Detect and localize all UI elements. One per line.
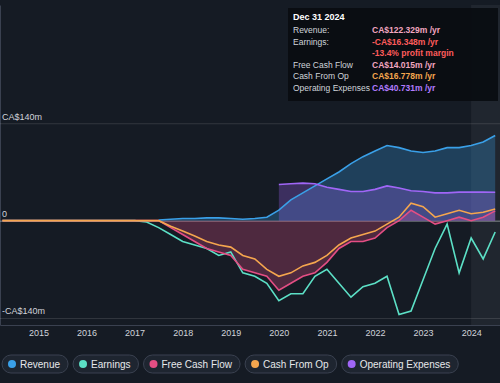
y-tick: CA$140m xyxy=(0,112,500,124)
x-tick-label: 2021 xyxy=(317,328,337,338)
x-tick-label: 2020 xyxy=(269,328,289,338)
series-area xyxy=(159,136,496,221)
tooltip-box xyxy=(288,8,498,101)
legend-item[interactable]: Free Cash Flow xyxy=(144,355,241,373)
grid-line xyxy=(0,318,500,319)
x-tick-label: 2016 xyxy=(77,328,97,338)
tooltip-label: Earnings: xyxy=(293,37,329,47)
series-line xyxy=(279,183,495,193)
x-tick: 2020 xyxy=(269,325,289,338)
legend-swatch xyxy=(8,360,16,368)
x-axis-line xyxy=(1,325,500,326)
series-area xyxy=(2,210,495,290)
legend-item[interactable]: Earnings xyxy=(73,355,138,373)
tooltip-value: -13.4% profit margin xyxy=(372,48,454,58)
legend-swatch xyxy=(79,360,87,368)
background xyxy=(0,0,500,383)
x-tick: 2017 xyxy=(125,325,145,338)
series-line xyxy=(159,136,496,220)
chart-container: -CA$140m 0 CA$140m 2015 2016 2017 2018 2019 2020… xyxy=(0,0,500,383)
legend-item[interactable]: Operating Expenses xyxy=(342,355,459,373)
x-tick: 2021 xyxy=(317,325,337,338)
tooltip-label: Cash From Op xyxy=(293,71,349,81)
legend-box[interactable] xyxy=(245,355,337,373)
legend-item[interactable]: Revenue xyxy=(2,355,68,373)
legend-item[interactable]: Cash From Op xyxy=(245,355,337,373)
tooltip-value: CA$40.731m /yr xyxy=(372,83,436,93)
y-axis: -CA$140m 0 CA$140m xyxy=(0,6,500,326)
x-axis: 2015 2016 2017 2018 2019 2020 2021 2022 2023 2024 xyxy=(1,325,500,338)
legend-box[interactable] xyxy=(73,355,138,373)
x-tick: 2018 xyxy=(173,325,193,338)
x-tick: 2016 xyxy=(77,325,97,338)
x-tick-label: 2023 xyxy=(414,328,434,338)
tooltip-label: Operating Expenses xyxy=(293,83,370,93)
x-tick-label: 2018 xyxy=(173,328,193,338)
series-line xyxy=(2,221,495,315)
tooltip: Dec 31 2024 Revenue: CA$122.329m /yr Earnin… xyxy=(288,8,498,101)
tooltip-value: CA$14.015m /yr xyxy=(372,60,436,70)
legend-swatch xyxy=(251,360,259,368)
x-tick: 2024 xyxy=(462,325,482,338)
tooltip-value: -CA$16.348m /yr xyxy=(372,37,439,47)
legend-box[interactable] xyxy=(144,355,241,373)
chart-svg: -CA$140m 0 CA$140m 2015 2016 2017 2018 2019 2020… xyxy=(0,0,500,383)
series-line xyxy=(2,203,495,276)
tooltip-value: CA$16.778m /yr xyxy=(372,71,436,81)
y-tick-label: 0 xyxy=(2,209,7,219)
legend-box[interactable] xyxy=(342,355,459,373)
tooltip-value: CA$122.329m /yr xyxy=(372,25,441,35)
x-tick-label: 2019 xyxy=(221,328,241,338)
legend-label: Free Cash Flow xyxy=(162,359,233,370)
series-line xyxy=(2,210,495,290)
x-tick-label: 2022 xyxy=(365,328,385,338)
x-tick: 2019 xyxy=(221,325,241,338)
x-tick: 2022 xyxy=(365,325,385,338)
grid-line xyxy=(0,123,500,124)
plot-area xyxy=(2,136,495,315)
x-tick-label: 2017 xyxy=(125,328,145,338)
y-tick: -CA$140m xyxy=(0,306,500,318)
x-tick: 2023 xyxy=(414,325,434,338)
x-tick-label: 2024 xyxy=(462,328,482,338)
legend: Revenue Earnings Free Cash Flow Cash From O… xyxy=(2,355,458,373)
y-tick-label: CA$140m xyxy=(2,112,42,122)
legend-box[interactable] xyxy=(2,355,68,373)
legend-swatch xyxy=(348,360,356,368)
x-tick: 2015 xyxy=(29,325,49,338)
tooltip-title: Dec 31 2024 xyxy=(293,12,345,22)
tooltip-label: Revenue: xyxy=(293,25,329,35)
legend-swatch xyxy=(150,360,158,368)
y-axis-line xyxy=(0,6,1,326)
legend-label: Cash From Op xyxy=(263,359,329,370)
x-tick-label: 2015 xyxy=(29,328,49,338)
tooltip-label: Free Cash Flow xyxy=(293,60,354,70)
y-tick-label: -CA$140m xyxy=(2,306,45,316)
legend-label: Earnings xyxy=(91,359,130,370)
legend-label: Revenue xyxy=(20,359,60,370)
legend-label: Operating Expenses xyxy=(360,359,451,370)
